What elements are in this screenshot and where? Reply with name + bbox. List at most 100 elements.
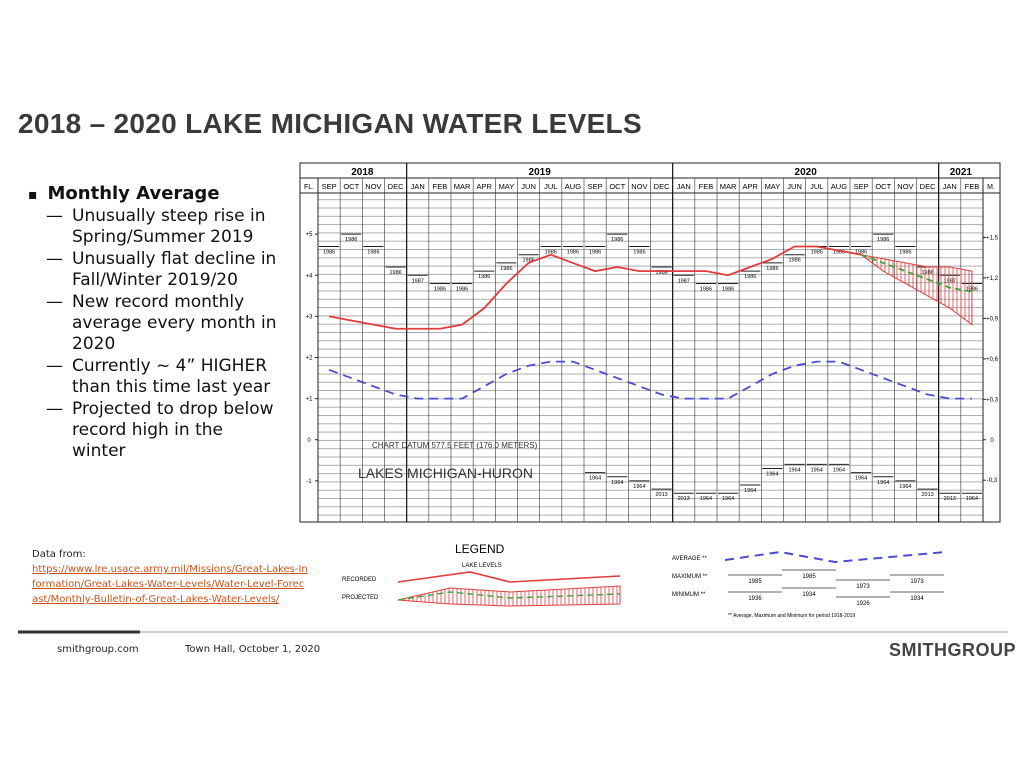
record-year: 1964 [788, 467, 800, 473]
legend-label: PROJECTED [342, 595, 379, 601]
legend-year: 1973 [856, 584, 870, 590]
series-line [328, 360, 972, 400]
record-year: 1986 [567, 249, 579, 255]
bullet-heading: Monthly Average [28, 183, 293, 204]
record-year: 1964 [766, 472, 778, 478]
source-link[interactable]: https://www.lre.usace.army.mil/Missions/… [32, 564, 308, 605]
bullet-item: Unusually steep rise in Spring/Summer 20… [28, 206, 277, 248]
record-year: 1964 [744, 488, 756, 494]
legend-record-lines [728, 569, 944, 598]
source: Data from: https://www.lre.usace.army.mi… [32, 547, 310, 607]
record-year: 1986 [478, 274, 490, 280]
record-year: 1986 [611, 237, 623, 243]
bullet-item: Projected to drop below record high in t… [28, 399, 277, 462]
month-label: MAY [499, 182, 515, 191]
record-year: 1986 [522, 258, 534, 264]
record-year: 1986 [921, 270, 933, 276]
record-year: 1987 [412, 278, 424, 284]
month-label: NOV [897, 182, 913, 191]
year-label: 2021 [950, 167, 973, 178]
legend-label: RECORDED [342, 577, 377, 583]
y2-axis-label: M. [987, 184, 995, 191]
footer-brand: SMITHGROUP [889, 640, 1017, 660]
record-year: 1986 [345, 237, 357, 243]
year-label: 2020 [795, 167, 818, 178]
series-line [328, 245, 862, 330]
record-year: 1964 [589, 476, 601, 482]
record-year: 1986 [700, 286, 712, 292]
month-label: NOV [365, 182, 381, 191]
record-year: 1986 [367, 249, 379, 255]
legend-subtitle: LAKE LEVELS [462, 563, 502, 569]
record-year: 1964 [877, 480, 889, 486]
y2-tick-label: -0,3 [987, 478, 998, 484]
record-year: 1964 [700, 496, 712, 502]
y-tick-label: +2 [306, 356, 314, 362]
y-tick-label: +5 [306, 232, 314, 238]
record-year: 1964 [855, 476, 867, 482]
record-year: 1964 [633, 484, 645, 490]
y-axis-label: FL. [304, 184, 314, 191]
annotation: CHART DATUM 577.5 FEET (176.0 METERS) [372, 441, 538, 450]
bullet-item: Currently ~ 4” HIGHER than this time las… [28, 356, 277, 398]
annotation: LAKES MICHIGAN-HURON [358, 465, 533, 481]
y-tick-label: +1 [306, 397, 314, 403]
legend-year: 1934 [910, 596, 924, 602]
record-year: 1986 [833, 249, 845, 255]
record-year: 1986 [788, 258, 800, 264]
y-tick-label: +3 [306, 314, 314, 320]
month-label: SEP [322, 182, 337, 191]
chart-frame [299, 162, 1001, 523]
record-year: 1986 [855, 249, 867, 255]
record-year: 1986 [545, 249, 557, 255]
record-year: 1986 [456, 286, 468, 292]
record-year: 1964 [722, 496, 734, 502]
year-label: 2019 [529, 167, 552, 178]
footer-site: smithgroup.com [57, 644, 139, 655]
month-label: APR [743, 182, 759, 191]
y-tick-label: -1 [306, 479, 312, 485]
footer-event: Town Hall, October 1, 2020 [185, 644, 321, 655]
legend-year: 1985 [748, 579, 762, 585]
y2-tick-label: +1,5 [986, 235, 999, 241]
record-year: 1986 [966, 286, 978, 292]
y-tick-label: +4 [306, 273, 314, 279]
legend-year: 1973 [910, 579, 924, 585]
month-label: OCT [343, 182, 359, 191]
legend-year: 1936 [748, 596, 762, 602]
record-year: 1986 [633, 249, 645, 255]
legend-title: LEGEND [455, 542, 505, 556]
record-year: 1964 [966, 496, 978, 502]
month-label: JUL [544, 182, 557, 191]
month-label: DEC [654, 182, 670, 191]
month-label: APR [477, 182, 493, 191]
record-year: 1986 [655, 270, 667, 276]
month-label: OCT [875, 182, 891, 191]
record-year: 1964 [811, 467, 823, 473]
legend-range [397, 585, 621, 607]
record-year: 1986 [744, 274, 756, 280]
bullet-item: Unusually flat decline in Fall/Winter 20… [28, 249, 277, 291]
legend-label: MAXIMUM ** [672, 574, 708, 580]
y2-tick-label: +0,9 [986, 316, 999, 322]
record-year: 1986 [389, 270, 401, 276]
record-year: 1986 [500, 266, 512, 272]
month-label: NOV [631, 182, 647, 191]
record-year: 2013 [944, 496, 956, 502]
month-label: SEP [854, 182, 869, 191]
month-label: AUG [831, 182, 847, 191]
month-label: SEP [588, 182, 603, 191]
record-year: 2013 [655, 492, 667, 498]
record-year: 1964 [833, 467, 845, 473]
y2-tick-label: +1,2 [986, 276, 999, 282]
y2-tick-label: 0 [990, 438, 994, 444]
legend-average [724, 550, 946, 564]
month-label: MAR [454, 182, 471, 191]
legend-projected [397, 591, 621, 601]
month-label: JAN [943, 182, 957, 191]
slide-title: 2018 – 2020 LAKE MICHIGAN WATER LEVELS [18, 108, 642, 139]
month-label: FEB [965, 182, 980, 191]
month-label: JAN [677, 182, 691, 191]
legend-footnote: ** Average, Maximum and Minimum for peri… [728, 613, 855, 619]
